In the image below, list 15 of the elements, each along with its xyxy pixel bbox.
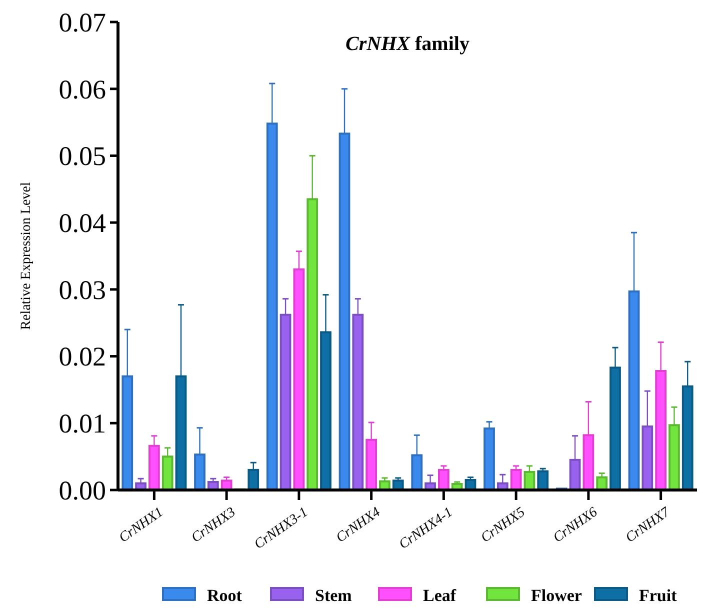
y-tick-label: 0.07 (58, 7, 106, 38)
legend-label: Leaf (423, 586, 456, 605)
y-tick-label: 0.04 (58, 208, 106, 238)
legend-label: Flower (531, 586, 582, 605)
text: CrNHX family (346, 33, 470, 55)
legend-label: Fruit (639, 586, 678, 605)
y-axis-title: Relative Expression Level (19, 182, 34, 330)
y-tick-label: 0.05 (58, 141, 106, 172)
y-tick-label: 0.06 (58, 74, 106, 104)
legend-label: Root (207, 586, 242, 605)
y-tick-label: 0.01 (58, 408, 106, 439)
y-tick-label: 0.03 (58, 274, 106, 305)
y-tick-label: 0.02 (58, 342, 106, 372)
y-tick-label: 0.00 (58, 475, 106, 506)
legend-label: Stem (315, 586, 352, 605)
